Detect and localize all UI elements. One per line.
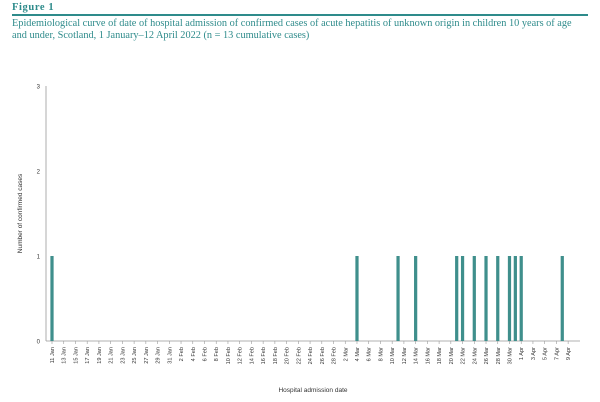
x-tick-label: 6 Feb xyxy=(202,347,208,361)
x-tick-label: 20 Feb xyxy=(285,347,291,364)
x-tick-label: 1 Apr xyxy=(519,347,525,360)
x-tick-label: 18 Feb xyxy=(273,347,279,364)
y-tick-label: 0 xyxy=(37,340,41,346)
x-tick-label: 2 Mar xyxy=(343,347,349,361)
bar xyxy=(507,256,512,341)
x-axis-label: Hospital admission date xyxy=(278,387,347,394)
bar xyxy=(414,256,418,341)
x-tick-label: 26 Mar xyxy=(484,347,490,365)
x-tick-label: 9 Apr xyxy=(566,347,572,360)
x-tick-label: 13 Jan xyxy=(62,347,68,364)
x-tick-label: 26 Feb xyxy=(320,347,326,364)
bar xyxy=(355,256,359,341)
x-tick-label: 10 Feb xyxy=(226,347,232,364)
y-tick-label: 2 xyxy=(37,170,41,176)
x-tick-label: 28 Mar xyxy=(496,347,502,365)
bar xyxy=(472,256,476,341)
x-tick-label: 22 Feb xyxy=(296,347,302,364)
bar xyxy=(396,256,400,341)
x-tick-label: 5 Apr xyxy=(543,347,549,360)
x-tick-label: 24 Feb xyxy=(308,347,314,364)
x-tick-label: 29 Jan xyxy=(156,347,162,364)
x-tick-label: 16 Mar xyxy=(425,347,431,365)
x-tick-label: 10 Mar xyxy=(390,347,396,365)
x-tick-label: 24 Mar xyxy=(472,347,478,365)
x-tick-label: 12 Mar xyxy=(402,347,408,365)
x-tick-label: 4 Mar xyxy=(355,347,361,361)
bar xyxy=(496,256,500,341)
figure-label: Figure 1 xyxy=(12,2,55,13)
x-tick-label: 15 Jan xyxy=(73,347,79,364)
x-tick-label: 21 Jan xyxy=(109,347,115,364)
header-rule xyxy=(12,14,588,16)
figure-header: Figure 1 Epidemiological curve of date o… xyxy=(12,2,588,43)
x-tick-label: 17 Jan xyxy=(85,347,91,364)
x-tick-label: 2 Feb xyxy=(179,347,185,361)
x-tick-label: 25 Jan xyxy=(132,347,138,364)
x-tick-label: 6 Mar xyxy=(367,347,373,361)
x-tick-label: 20 Mar xyxy=(449,347,455,365)
bar xyxy=(560,256,564,341)
x-tick-label: 18 Mar xyxy=(437,347,443,365)
x-tick-label: 8 Mar xyxy=(378,347,384,361)
y-tick-label: 3 xyxy=(37,85,41,91)
bar xyxy=(455,256,459,341)
x-tick-label: 8 Feb xyxy=(214,347,220,361)
x-tick-label: 11 Jan xyxy=(50,347,56,363)
y-tick-label: 1 xyxy=(37,255,41,261)
x-tick-label: 22 Mar xyxy=(461,347,467,365)
x-tick-label: 7 Apr xyxy=(554,347,560,360)
x-tick-label: 23 Jan xyxy=(120,347,126,364)
x-tick-label: 14 Feb xyxy=(249,347,255,364)
bar xyxy=(460,256,465,341)
bar xyxy=(484,256,488,341)
x-tick-label: 30 Mar xyxy=(507,347,513,365)
x-tick-label: 12 Feb xyxy=(238,347,244,364)
y-axis-label: Number of confirmed cases xyxy=(17,173,24,253)
x-tick-label: 3 Apr xyxy=(531,347,537,360)
bar xyxy=(519,256,523,341)
x-tick-label: 4 Feb xyxy=(191,347,197,361)
x-tick-label: 14 Mar xyxy=(414,347,420,365)
figure-caption: Epidemiological curve of date of hospita… xyxy=(12,17,572,42)
bar xyxy=(50,256,54,341)
x-tick-label: 31 Jan xyxy=(167,347,173,364)
bar xyxy=(513,256,517,341)
x-tick-label: 28 Feb xyxy=(332,347,338,364)
x-tick-label: 16 Feb xyxy=(261,347,267,364)
x-tick-label: 19 Jan xyxy=(97,347,103,364)
x-tick-label: 27 Jan xyxy=(144,347,150,364)
